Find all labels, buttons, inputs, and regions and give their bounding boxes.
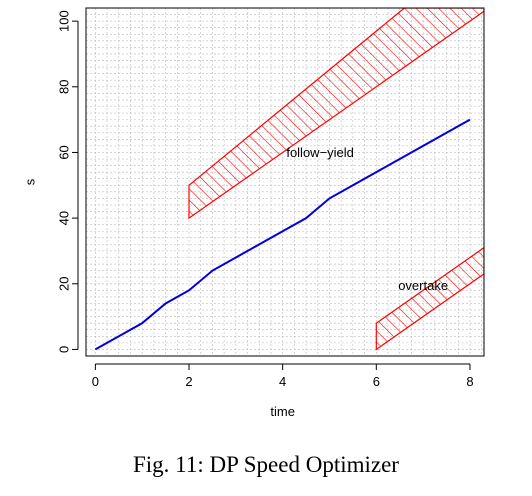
x-tick-label: 2 xyxy=(185,374,192,389)
series-line-0 xyxy=(94,118,471,351)
region-label: overtake xyxy=(398,278,448,293)
annotations: follow−yield overtake xyxy=(286,145,448,293)
y-axis-label: s xyxy=(23,178,38,185)
plot-frame xyxy=(85,7,485,357)
figure-caption: Fig. 11: DP Speed Optimizer xyxy=(133,452,399,477)
x-tick-label: 8 xyxy=(466,374,473,389)
series-layer xyxy=(94,118,471,351)
x-axis-label: time xyxy=(270,404,295,419)
y-tick-label: 40 xyxy=(57,211,72,225)
x-tick-label: 6 xyxy=(373,374,380,389)
x-tick-label: 4 xyxy=(279,374,286,389)
region-1 xyxy=(375,246,484,351)
y-tick-label: 80 xyxy=(57,80,72,94)
region-layer xyxy=(188,8,484,351)
y-tick-label: 20 xyxy=(57,277,72,291)
y-tick-label: 0 xyxy=(57,346,72,353)
x-tick-label: 0 xyxy=(92,374,99,389)
y-tick-label: 60 xyxy=(57,145,72,159)
region-0 xyxy=(188,8,484,220)
region-label: follow−yield xyxy=(286,145,354,160)
y-tick-label: 100 xyxy=(57,10,72,32)
